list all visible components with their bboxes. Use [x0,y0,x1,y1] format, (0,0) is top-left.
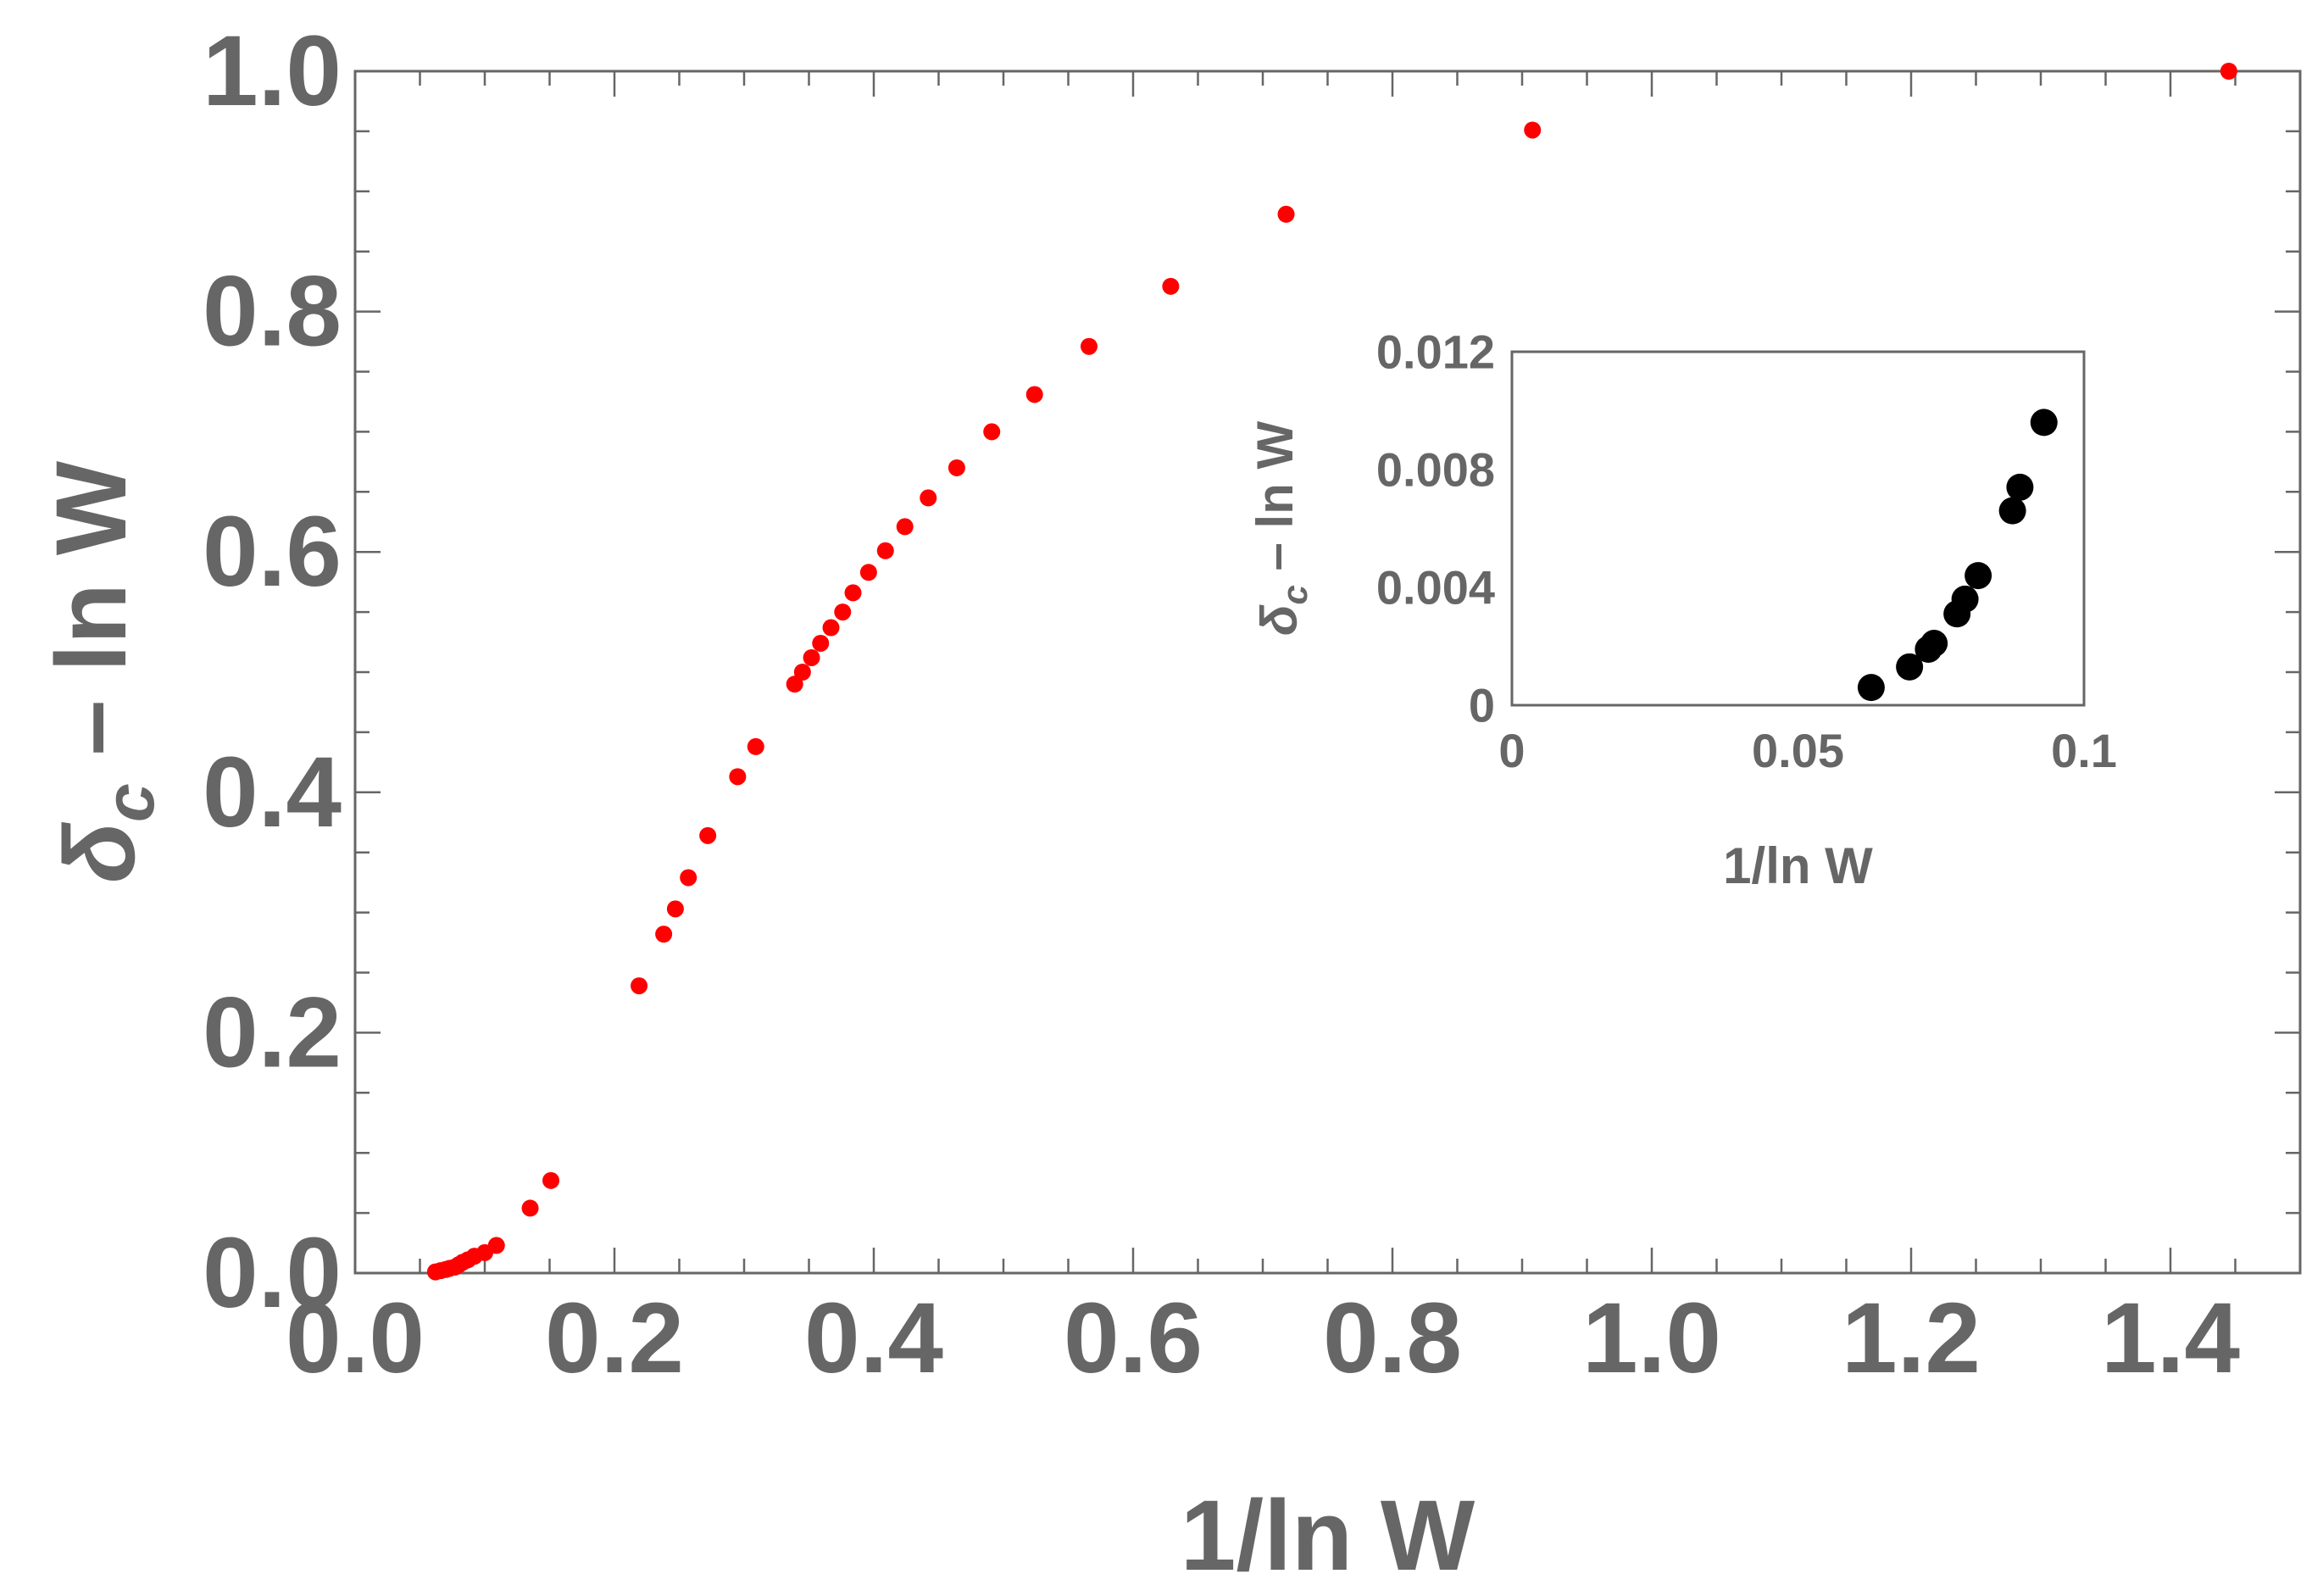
main-data-point [747,737,764,755]
inset-y-axis-title-subscript: c [1275,585,1314,604]
main-data-point [1080,337,1098,355]
main-data-point [729,768,747,786]
main-x-axis-title: 1/ln W [1181,1480,1475,1592]
inset-x-axis-title: 1/ln W [1723,837,1873,894]
main-data-point [1025,386,1043,403]
main-data-point [521,1199,539,1217]
main-data-point [1524,121,1542,139]
main-data-point [655,926,673,943]
inset-y-tick-label: 0.008 [1376,443,1495,497]
main-y-axis-title-symbol: δ [44,821,156,883]
main-data-point [822,619,840,637]
inset-y-tick-label: 0 [1469,679,1495,732]
main-data-point [844,584,862,602]
inset-data-point [1998,497,2026,525]
inset-data-point [1951,585,1979,613]
main-x-tick-label: 1.2 [1842,1282,1981,1394]
main-data-point [542,1171,560,1189]
main-y-tick-label: 0.6 [203,496,342,608]
inset-data-point [1857,674,1885,702]
main-data-point [1162,277,1180,295]
inset-y-axis-title-symbol: δ [1251,604,1308,636]
main-data-point [2220,63,2237,80]
main-y-tick-label: 0.8 [203,256,342,368]
inset-data-point [1965,562,1992,590]
inset-x-tick-label: 0.05 [1752,724,1844,777]
inset-frame [1510,350,2086,707]
main-y-tick-label: 0.0 [203,1217,342,1329]
main-data-point [680,869,697,887]
main-y-tick-label: 0.4 [203,737,342,848]
main-x-tick-label: 1.4 [2101,1282,2240,1394]
main-data-point [786,676,803,693]
main-data-point [876,542,894,559]
main-x-tick-label: 0.6 [1064,1282,1203,1394]
main-x-tick-label: 0.2 [545,1282,684,1394]
inset-x-tick-label: 0 [1498,724,1525,777]
inset-data-point [1896,653,1924,681]
main-x-tick-label: 1.0 [1582,1282,1721,1394]
inset-data-point [2006,473,2034,501]
main-data-point [631,977,648,995]
main-data-point [487,1237,505,1254]
main-data-point [803,648,820,666]
inset-x-tick-label: 0.1 [2051,724,2117,777]
main-data-point [812,634,830,652]
main-data-point [983,423,1001,441]
inset-y-axis-title-text: – ln W [1247,420,1303,585]
inset-data-point [1920,630,1948,658]
main-data-point [948,459,965,476]
main-x-tick-label: 0.0 [286,1282,425,1394]
main-plot: 0.0 0.2 0.4 0.6 0.8 1.0 1.2 1.4 0.0 0.2 0.4 0.6 0.8 1… [36,15,2302,1592]
main-y-axis-title-text: – ln W [36,460,147,783]
main-data-point [1277,205,1295,223]
inset-y-axis-title: δc – ln W [1247,420,1314,636]
main-data-point [793,664,811,681]
main-x-tick-label: 0.8 [1323,1282,1462,1394]
inset-y-tick-label: 0.004 [1376,561,1495,614]
main-data-point [896,518,914,536]
main-data-point [834,603,852,621]
main-data-point [859,564,877,581]
main-data-point [920,489,937,507]
main-y-tick-label: 1.0 [203,15,342,127]
inset-plot: 0 0.05 0.1 0 0.004 0.008 0.012 1/ln W δc – ln W [1247,325,2117,895]
main-data-point [666,900,684,918]
main-y-axis-title: δc – ln W [36,460,169,883]
main-data-point [699,826,717,844]
main-y-tick-label: 0.2 [203,976,342,1088]
main-x-tick-label: 0.4 [804,1282,943,1394]
inset-y-tick-label: 0.012 [1376,325,1495,379]
inset-data-point [2030,409,2058,437]
main-y-axis-title-subscript: c [90,783,169,822]
